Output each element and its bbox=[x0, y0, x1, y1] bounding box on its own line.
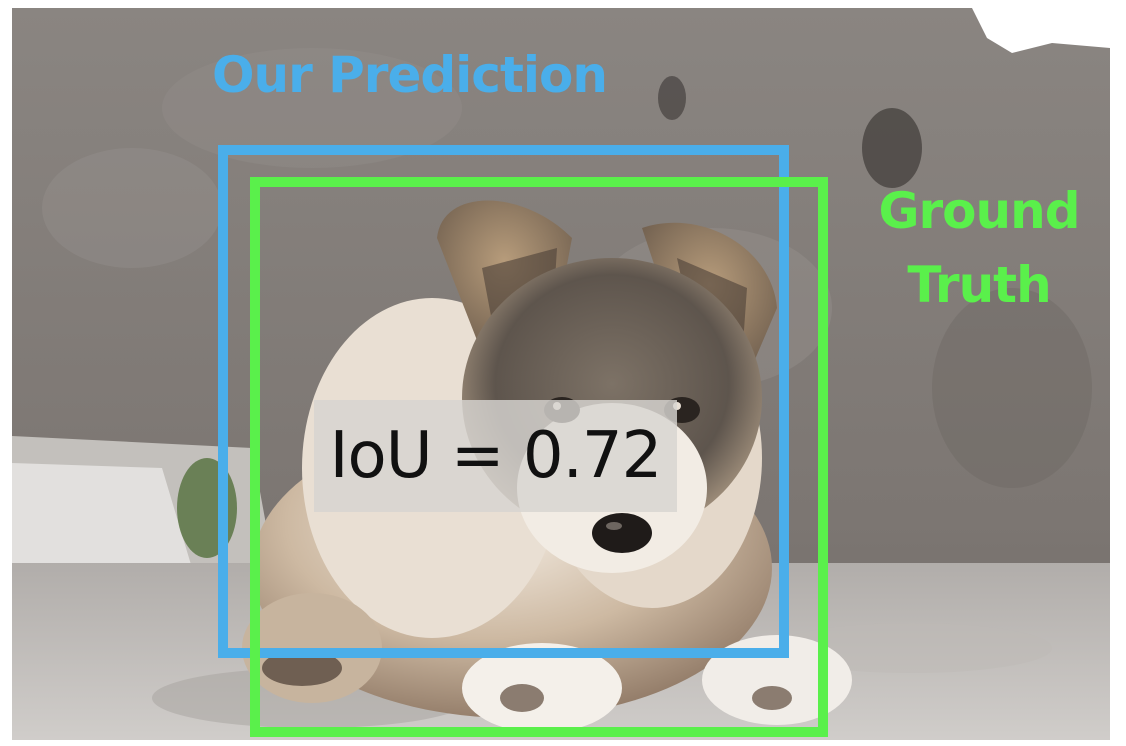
ground-truth-label-line-2: Truth bbox=[907, 256, 1051, 314]
photo-scene bbox=[12, 8, 1110, 740]
iou-value: IoU = 0.72 bbox=[329, 419, 663, 493]
iou-panel: IoU = 0.72 bbox=[314, 400, 677, 512]
ground-truth-label-line-1: Ground bbox=[878, 182, 1080, 240]
puppy-photo bbox=[12, 8, 1110, 740]
prediction-label: Our Prediction bbox=[212, 46, 608, 104]
ground-truth-label: Ground Truth bbox=[866, 174, 1092, 322]
